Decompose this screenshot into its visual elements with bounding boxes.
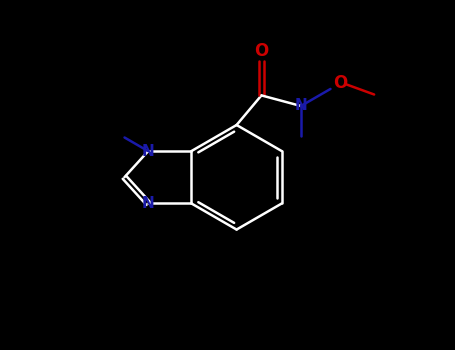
Text: N: N [142,196,155,211]
Text: O: O [254,42,268,60]
Text: N: N [294,98,307,113]
Text: N: N [142,144,155,159]
Text: O: O [334,75,348,92]
